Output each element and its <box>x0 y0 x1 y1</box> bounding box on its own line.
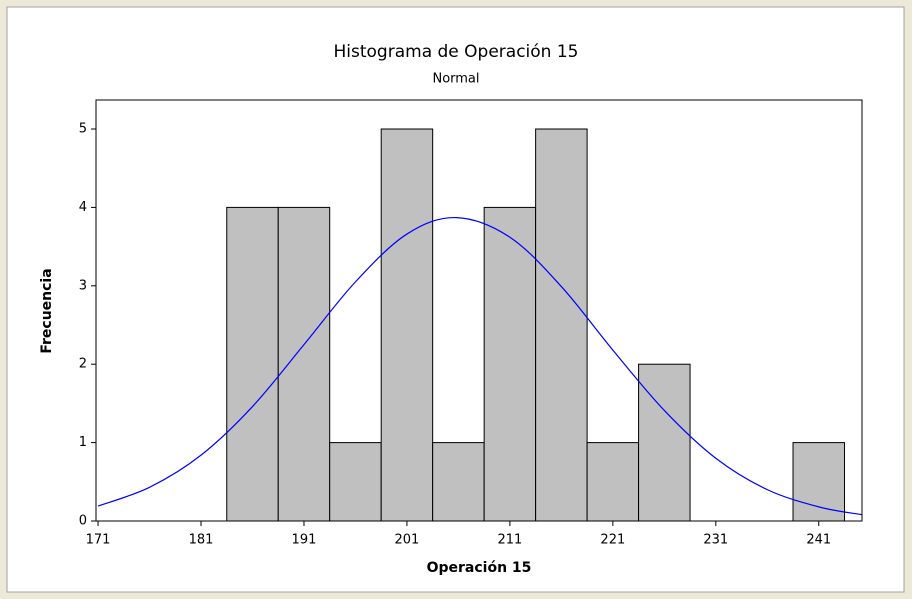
y-tick-label: 2 <box>79 357 87 372</box>
bar <box>792 442 845 522</box>
bar <box>535 128 588 522</box>
x-tick-label: 231 <box>703 533 728 548</box>
x-tick-label: 191 <box>292 533 317 548</box>
bar <box>329 442 382 522</box>
bar <box>483 206 537 522</box>
y-axis-label: Frecuencia <box>39 268 55 353</box>
x-tick-label: 221 <box>600 533 625 548</box>
bar <box>380 128 434 522</box>
plot-frame <box>95 99 863 522</box>
y-tick-label: 0 <box>79 514 87 529</box>
x-axis-label: Operación 15 <box>427 560 532 576</box>
normal-curve <box>97 216 863 516</box>
x-tick-label: 241 <box>806 533 831 548</box>
bar <box>226 206 279 522</box>
x-tick-label: 211 <box>497 533 522 548</box>
y-tick-label: 3 <box>79 278 87 293</box>
y-tick-label: 5 <box>79 122 87 137</box>
x-tick-label: 181 <box>189 533 214 548</box>
chart-title: Histograma de Operación 15 <box>334 42 579 62</box>
bar <box>638 363 691 522</box>
x-tick-label: 171 <box>86 533 111 548</box>
y-tick-label: 1 <box>79 435 87 450</box>
x-tick-label: 201 <box>395 533 420 548</box>
bar <box>432 442 485 522</box>
chart-subtitle: Normal <box>432 72 479 87</box>
y-tick-label: 4 <box>79 200 87 215</box>
bar <box>277 206 331 522</box>
bar <box>586 442 640 522</box>
